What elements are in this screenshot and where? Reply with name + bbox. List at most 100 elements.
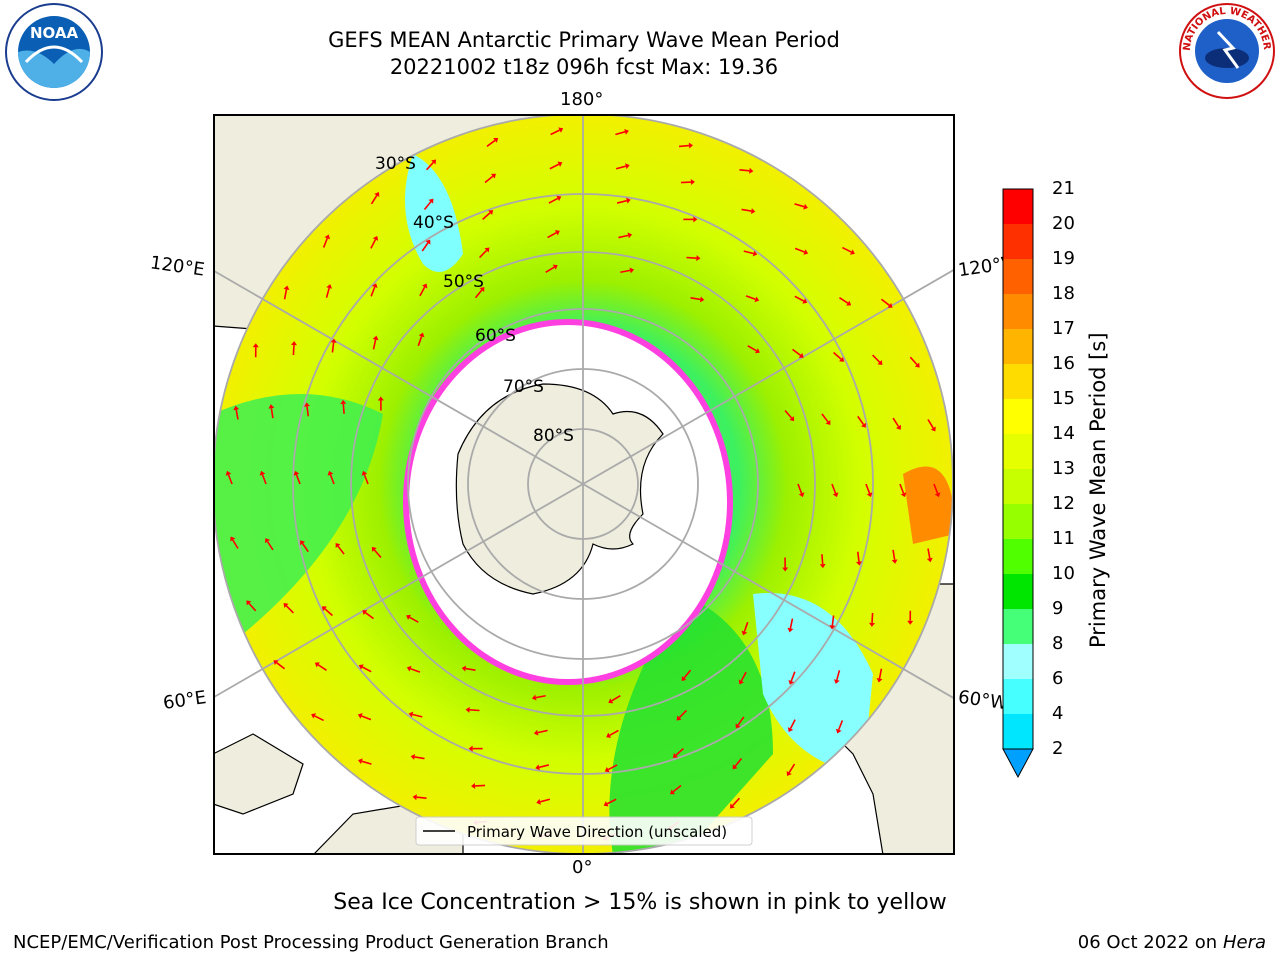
wave-arrow — [486, 139, 496, 148]
wave-arrow-head — [750, 208, 756, 215]
wave-arrow — [675, 748, 684, 756]
wave-arrow — [416, 796, 427, 799]
wave-arrow — [482, 212, 491, 220]
colorbar-tick-label: 16 — [1052, 353, 1075, 374]
wave-arrow — [784, 409, 793, 419]
wave-arrow-head — [754, 296, 760, 303]
wave-arrow — [261, 474, 267, 485]
wave-arrow — [301, 543, 309, 553]
colorbar-segment — [1003, 224, 1033, 259]
colorbar-segment — [1003, 364, 1033, 399]
wave-arrow — [425, 161, 434, 171]
wave-arrow-head — [372, 235, 379, 241]
sea-ice-note: Sea Ice Concentration > 15% is shown in … — [333, 890, 947, 915]
meridian-line — [582, 268, 955, 485]
wave-arrow-head — [377, 396, 384, 401]
wave-arrow — [788, 763, 796, 773]
noaa-logo: NOAA — [4, 2, 104, 102]
wave-arrow-head — [311, 713, 317, 719]
wave-arrow — [363, 474, 369, 485]
wave-arrow-head — [732, 764, 738, 770]
lat-label-40s: 40°S — [413, 213, 454, 233]
colorbar-segment — [1003, 539, 1033, 574]
title-line-1: GEFS MEAN Antarctic Primary Wave Mean Pe… — [328, 28, 840, 52]
wave-arrow — [314, 715, 324, 722]
wave-arrow-head — [604, 766, 610, 773]
colorbar-label: Primary Wave Mean Period [s] — [1086, 332, 1110, 648]
wave-arrow — [831, 615, 835, 626]
wave-arrow-head — [914, 362, 920, 368]
colorbar-segment — [1003, 679, 1033, 714]
wave-arrow — [548, 197, 559, 204]
wave-arrow-head — [531, 694, 537, 701]
wave-arrow — [414, 756, 425, 760]
colorbar-segment — [1003, 644, 1033, 679]
wave-arrow-head — [891, 559, 898, 564]
wave-arrow-head — [860, 422, 866, 428]
colorbar-tick-label: 13 — [1052, 458, 1075, 479]
colorbar-segment — [1003, 399, 1033, 434]
wave-arrow-head — [406, 665, 412, 672]
wave-arrow — [678, 144, 690, 148]
footer-credit: NCEP/EMC/Verification Post Processing Pr… — [13, 932, 609, 953]
wave-arrow — [615, 131, 626, 136]
colorbar-tick-label: 9 — [1052, 598, 1064, 619]
wave-arrow-head — [259, 470, 266, 476]
wave-arrow — [672, 784, 682, 793]
wave-arrow-head — [802, 298, 808, 304]
wave-arrow-head — [461, 665, 467, 672]
colorbar-ticks: 21 20 19 18 17 16 15 14 13 12 11 10 9 8 6 4 2 — [1042, 178, 1082, 778]
wave-arrow-head — [340, 399, 347, 405]
wave-arrow-head — [554, 230, 560, 236]
wave-arrow-head — [846, 300, 852, 306]
wave-arrow — [232, 539, 239, 549]
wave-arrow-head — [735, 723, 741, 729]
wave-arrow-head — [606, 732, 612, 738]
wave-arrow — [747, 345, 757, 352]
lat-label-70s: 70°S — [503, 377, 544, 397]
wave-arrow — [791, 348, 801, 356]
wave-arrow — [474, 289, 483, 299]
wave-arrow-head — [624, 128, 629, 135]
nws-logo: NATIONAL WEATHER SERVICE — [1174, 0, 1276, 100]
colorbar-tick-label: 14 — [1052, 423, 1075, 444]
wave-arrow — [235, 409, 239, 420]
wave-arrow-head — [849, 249, 855, 255]
wave-arrow — [616, 199, 628, 204]
wave-arrow-head — [425, 239, 431, 245]
wave-arrow-head — [327, 470, 334, 476]
wave-arrow-head — [787, 727, 794, 733]
wave-arrow-head — [782, 567, 789, 572]
wave-arrow — [537, 729, 548, 734]
wave-arrow-head — [431, 159, 437, 165]
title-line-2: 20221002 t18z 096h fcst Max: 19.36 — [389, 55, 779, 79]
colorbar-tick-label: 10 — [1052, 563, 1075, 584]
wave-arrow — [365, 612, 375, 620]
wave-arrow — [417, 336, 423, 347]
colorbar-tick-label: 21 — [1052, 178, 1075, 199]
wave-arrow-head — [225, 470, 232, 476]
wave-arrow-head — [321, 606, 327, 612]
wave-arrow-head — [371, 283, 378, 289]
wave-arrow-head — [877, 360, 883, 366]
wave-arrow — [821, 554, 824, 565]
wave-arrow — [419, 286, 426, 297]
wave-arrow-head — [839, 356, 845, 362]
wave-arrow-head — [465, 706, 470, 713]
wave-arrow-head — [326, 284, 333, 289]
wave-arrow — [295, 474, 301, 485]
colorbar-segment — [1003, 609, 1033, 644]
legend-label: Primary Wave Direction (unscaled) — [467, 823, 727, 841]
wave-arrow — [331, 342, 335, 353]
wave-arrow — [878, 668, 883, 679]
wave-arrow-head — [300, 540, 306, 546]
wave-arrow-head — [741, 630, 748, 636]
wave-arrow-head — [428, 198, 434, 204]
wave-arrow — [872, 354, 881, 363]
wave-arrow-head — [408, 711, 414, 718]
wave-arrow — [609, 729, 619, 737]
wave-arrow — [361, 715, 372, 721]
wave-arrow-head — [900, 492, 907, 498]
colorbar-tick-label: 20 — [1052, 213, 1075, 234]
colorbar-tick-label: 12 — [1052, 493, 1075, 514]
